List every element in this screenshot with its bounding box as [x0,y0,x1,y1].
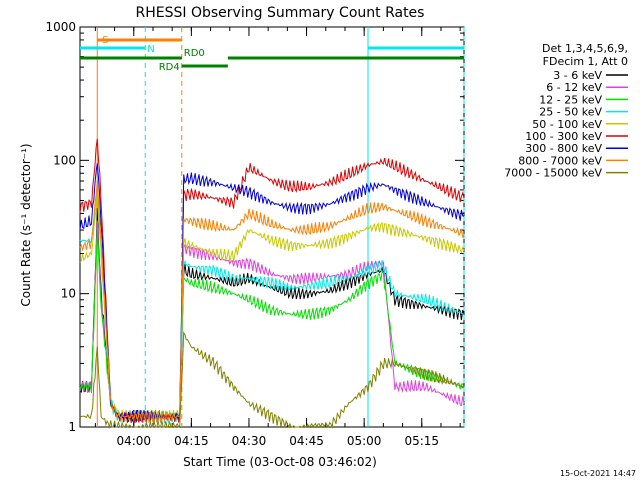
series-line [79,220,465,424]
x-tick-label: 05:00 [347,434,382,448]
flag-label-rd0: RD0 [184,48,205,59]
legend-label: 800 - 7000 keV [518,154,602,167]
legend-label: 25 - 50 keV [539,106,602,119]
y-axis-label: Count Rate (s⁻¹ detector⁻¹) [19,143,33,306]
legend-label: 6 - 12 keV [546,81,602,94]
legend-label: 300 - 800 keV [525,142,602,155]
series-line [79,138,465,424]
x-tick-label: 04:15 [174,434,209,448]
legend-label: 3 - 6 keV [553,69,602,82]
footer-timestamp: 15-Oct-2021 14:47 [560,469,636,478]
flag-label-s: S [102,35,108,46]
series-line [79,163,465,423]
x-tick-label: 04:45 [289,434,324,448]
legend-label: 100 - 300 keV [525,130,602,143]
legend-label: 12 - 25 keV [539,93,602,106]
legend-label: 50 - 100 keV [532,118,602,131]
series-line [79,180,465,423]
x-axis-label: Start Time (03-Oct-08 03:46:02) [183,455,377,469]
legend-header-line-1: Det 1,3,4,5,6,9, [542,42,628,55]
y-tick-label: 10 [61,287,76,301]
flag-label-n: N [147,44,154,55]
y-tick-label: 100 [53,153,76,167]
x-tick-label: 05:15 [404,434,439,448]
x-tick-label: 04:00 [116,434,151,448]
y-tick-label: 1000 [45,20,76,34]
legend-header-line-2: FDecim 1, Att 0 [543,55,628,68]
legend-label: 7000 - 15000 keV [504,167,602,180]
chart-title: RHESSI Observing Summary Count Rates [136,5,425,21]
series-line [79,330,465,429]
x-tick-label: 04:30 [232,434,267,448]
flag-label-rd4: RD4 [159,62,180,73]
y-tick-label: 1 [68,420,76,434]
